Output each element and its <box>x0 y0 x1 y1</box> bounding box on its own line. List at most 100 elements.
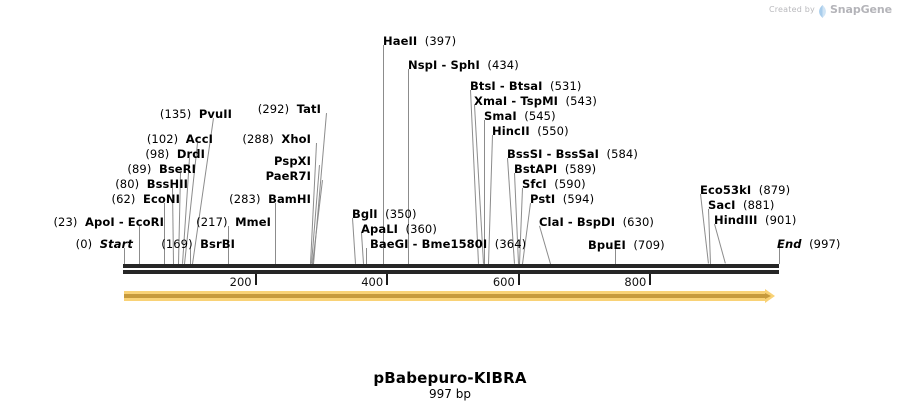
snapgene-leaf-icon <box>818 3 827 18</box>
leader-line <box>352 217 356 264</box>
enzyme-name: PvuII <box>198 107 232 121</box>
enzyme-label[interactable]: BpuEI (709) <box>588 239 665 252</box>
enzyme-position: (364) <box>487 237 527 251</box>
leader-line <box>484 120 485 264</box>
enzyme-position: (997) <box>801 237 841 251</box>
enzyme-label[interactable]: PstI (594) <box>530 193 594 206</box>
enzyme-label[interactable]: (283) BamHI <box>0 193 311 206</box>
enzyme-name: ApoI - EcoRI <box>85 215 164 229</box>
enzyme-label[interactable]: ApaLI (360) <box>361 223 437 236</box>
enzyme-label[interactable]: (102) AccI <box>0 133 213 146</box>
leader-line <box>313 113 327 265</box>
enzyme-position: (360) <box>398 222 437 236</box>
enzyme-name: BssHII <box>146 177 188 191</box>
leader-line <box>139 226 140 264</box>
enzyme-label[interactable]: SmaI (545) <box>484 110 556 123</box>
snapgene-watermark: Created by SnapGene <box>769 3 892 18</box>
enzyme-position: (589) <box>557 162 597 176</box>
enzyme-label[interactable]: ClaI - BspDI (630) <box>539 216 654 229</box>
enzyme-label[interactable]: (292) TatI <box>0 103 321 116</box>
ruler-tick <box>254 274 257 285</box>
enzyme-label[interactable]: BaeGI - Bme1580I (364) <box>370 238 526 251</box>
enzyme-name: BtsI - BtsaI <box>470 79 543 93</box>
leader-line <box>714 223 726 264</box>
enzyme-position: (0) <box>75 237 100 251</box>
enzyme-label[interactable]: BglI (350) <box>352 208 417 221</box>
enzyme-position: (594) <box>555 192 595 206</box>
enzyme-label[interactable]: HincII (550) <box>492 125 569 138</box>
enzyme-name: SmaI <box>484 109 517 123</box>
enzyme-label[interactable]: BstAPI (589) <box>514 163 596 176</box>
enzyme-name: SacI <box>708 198 736 212</box>
enzyme-label[interactable]: (135) PvuII <box>0 108 232 121</box>
enzyme-name: BsrBI <box>200 237 235 251</box>
leader-line <box>615 248 616 264</box>
enzyme-name: BglI <box>352 207 378 221</box>
enzyme-label[interactable]: (62) EcoNI <box>0 193 180 206</box>
enzyme-name: XmaI - TspMI <box>474 94 558 108</box>
enzyme-position: (217) <box>196 215 236 229</box>
enzyme-name: BamHI <box>268 192 311 206</box>
enzyme-position: (80) <box>115 177 147 191</box>
enzyme-name: MmeI <box>235 215 271 229</box>
enzyme-position: (531) <box>542 79 582 93</box>
enzyme-label[interactable]: BssSI - BssSaI (584) <box>507 148 638 161</box>
enzyme-name: HindIII <box>714 213 758 227</box>
enzyme-name: PaeR7I <box>265 169 311 183</box>
leader-line <box>522 203 531 265</box>
enzyme-label[interactable]: HaeII (397) <box>383 35 456 48</box>
plasmid-length-label: 997 bp <box>429 387 471 401</box>
enzyme-position: (879) <box>751 183 791 197</box>
enzyme-name: AccI <box>185 132 213 146</box>
enzyme-name: End <box>777 237 802 251</box>
enzyme-position: (89) <box>127 162 159 176</box>
enzyme-position: (630) <box>615 215 655 229</box>
plasmid-title: pBabepuro-KIBRA <box>373 369 527 387</box>
enzyme-label[interactable]: PaeR7I <box>0 170 311 183</box>
enzyme-label[interactable]: (217) MmeI <box>0 216 271 229</box>
enzyme-name: DrdI <box>176 147 205 161</box>
enzyme-label[interactable]: (23) ApoI - EcoRI <box>0 216 164 229</box>
enzyme-label[interactable]: HindIII (901) <box>714 214 796 227</box>
enzyme-position: (397) <box>417 34 457 48</box>
enzyme-label[interactable]: BtsI - BtsaI (531) <box>470 80 581 93</box>
enzyme-label[interactable]: End (997) <box>777 238 841 251</box>
enzyme-name: BaeGI - Bme1580I <box>370 237 488 251</box>
enzyme-label[interactable]: (169) BsrBI <box>0 238 235 251</box>
watermark-brand-label: SnapGene <box>829 3 892 16</box>
enzyme-name: Start <box>99 237 133 251</box>
enzyme-position: (590) <box>546 177 586 191</box>
feature-arrow-head-core <box>765 293 771 299</box>
enzyme-label[interactable]: PspXI <box>0 155 311 168</box>
feature-arrow-core <box>124 294 766 298</box>
enzyme-name: HaeII <box>383 34 418 48</box>
leader-line <box>228 226 229 264</box>
enzyme-position: (288) <box>242 132 282 146</box>
enzyme-name: BstAPI <box>514 162 558 176</box>
enzyme-label[interactable]: NspI - SphI (434) <box>408 59 519 72</box>
enzyme-name: BssSI - BssSaI <box>507 147 599 161</box>
enzyme-position: (881) <box>735 198 775 212</box>
enzyme-label[interactable]: (80) BssHII <box>0 178 188 191</box>
enzyme-position: (98) <box>145 147 177 161</box>
enzyme-label[interactable]: Eco53kI (879) <box>700 184 790 197</box>
leader-line <box>383 45 384 264</box>
enzyme-label[interactable]: (0) Start <box>0 238 133 251</box>
leader-line <box>708 208 711 264</box>
enzyme-position: (62) <box>111 192 144 206</box>
enzyme-label[interactable]: SacI (881) <box>708 199 774 212</box>
enzyme-label[interactable]: SfcI (590) <box>522 178 586 191</box>
enzyme-position: (292) <box>257 102 297 116</box>
enzyme-label[interactable]: (98) DrdI <box>0 148 205 161</box>
enzyme-label[interactable]: (288) XhoI <box>0 133 311 146</box>
enzyme-position: (102) <box>146 132 186 146</box>
enzyme-position: (545) <box>516 109 556 123</box>
enzyme-label[interactable]: XmaI - TspMI (543) <box>474 95 597 108</box>
enzyme-name: NspI - SphI <box>408 58 480 72</box>
enzyme-label[interactable]: (89) BseRI <box>0 163 196 176</box>
leader-line <box>124 248 125 264</box>
sequence-backbone-bottom <box>123 270 779 274</box>
enzyme-position: (550) <box>529 124 569 138</box>
enzyme-name: PspXI <box>274 154 311 168</box>
